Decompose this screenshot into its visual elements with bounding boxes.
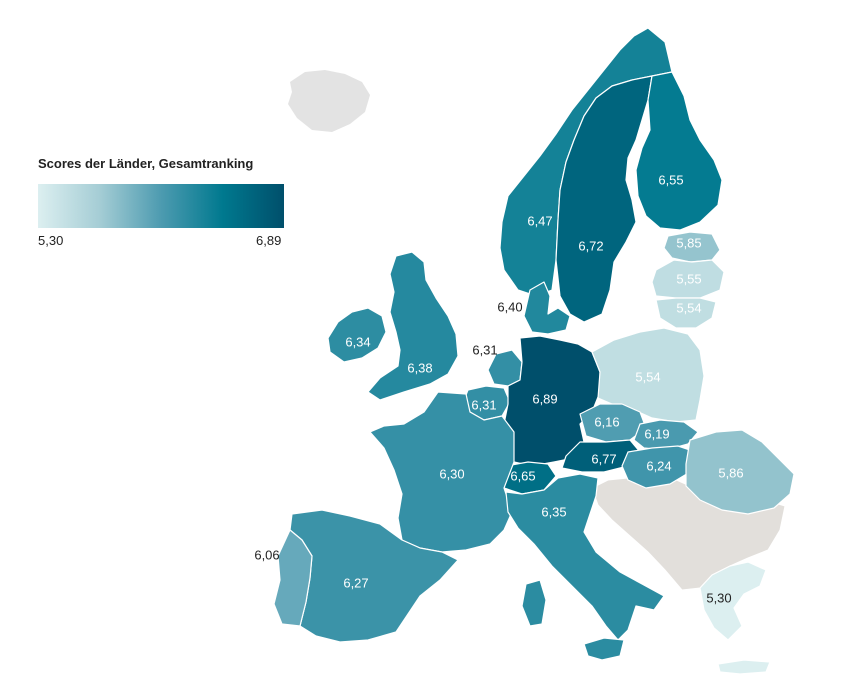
label-netherlands: 6,31: [472, 342, 497, 357]
country-lithuania[interactable]: [655, 297, 717, 329]
label-latvia: 5,55: [676, 271, 701, 286]
country-switzerland[interactable]: [503, 461, 557, 495]
country-finland[interactable]: [635, 71, 723, 231]
country-hungary[interactable]: [621, 445, 697, 489]
label-switzerland: 6,65: [510, 468, 535, 483]
label-hungary: 6,24: [646, 458, 671, 473]
country-france[interactable]: [369, 391, 515, 553]
country-romania[interactable]: [685, 429, 795, 515]
country-uk[interactable]: [367, 251, 459, 401]
country-austria[interactable]: [561, 439, 641, 473]
country-italy[interactable]: [505, 473, 665, 641]
label-czechia: 6,16: [594, 414, 619, 429]
country-portugal[interactable]: [273, 529, 313, 627]
legend-max-label: 6,89: [256, 233, 282, 248]
label-norway: 6,47: [527, 213, 552, 228]
label-lithuania: 5,54: [676, 300, 701, 315]
country-sweden[interactable]: [555, 75, 653, 323]
country-greece[interactable]: [699, 561, 767, 641]
label-uk: 6,38: [407, 360, 432, 375]
label-portugal: 6,06: [254, 547, 279, 562]
legend-gradient-bar: [38, 184, 284, 228]
label-denmark: 6,40: [497, 299, 522, 314]
country-italy-sardinia[interactable]: [521, 579, 547, 627]
country-ireland[interactable]: [327, 307, 387, 363]
country-iceland[interactable]: [288, 70, 370, 132]
country-latvia[interactable]: [651, 259, 725, 299]
country-italy-sicily[interactable]: [583, 637, 625, 661]
label-italy: 6,35: [541, 504, 566, 519]
country-slovakia[interactable]: [633, 419, 699, 451]
legend-min-label: 5,30: [38, 233, 64, 248]
country-poland[interactable]: [591, 327, 705, 423]
label-spain: 6,27: [343, 575, 368, 590]
label-finland: 6,55: [658, 172, 683, 187]
label-greece: 5,30: [706, 590, 731, 605]
label-austria: 6,77: [591, 451, 616, 466]
country-denmark[interactable]: [523, 281, 571, 335]
legend-title: Scores der Länder, Gesamtranking: [38, 156, 254, 171]
country-greece-crete[interactable]: [717, 659, 771, 675]
label-romania: 5,86: [718, 465, 743, 480]
label-estonia: 5,85: [676, 235, 701, 250]
label-sweden: 6,72: [578, 238, 603, 253]
label-germany: 6,89: [532, 391, 557, 406]
label-belgium: 6,31: [471, 397, 496, 412]
label-france: 6,30: [439, 466, 464, 481]
label-ireland: 6,34: [345, 334, 370, 349]
label-slovakia: 6,19: [644, 426, 669, 441]
label-poland: 5,54: [635, 369, 660, 384]
